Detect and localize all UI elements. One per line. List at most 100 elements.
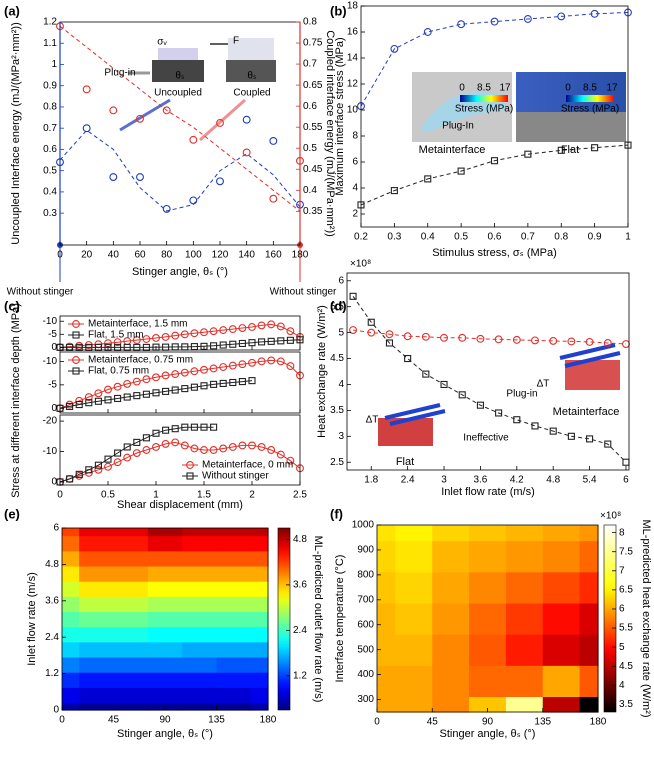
axis-multiplier: ×10⁸	[600, 511, 621, 522]
series-line	[59, 426, 214, 483]
data-point	[190, 329, 199, 338]
data-point	[132, 377, 141, 386]
annotation: Plug-In	[442, 121, 474, 132]
x-tick-label: 45	[427, 717, 439, 728]
data-point	[190, 383, 198, 391]
data-point	[490, 17, 499, 26]
y-tick-label: 1000	[352, 520, 375, 531]
data-point	[133, 392, 141, 400]
x-tick-label: 4.2	[510, 475, 524, 486]
data-point	[269, 136, 278, 145]
x-tick-label: 0.5	[454, 232, 468, 243]
heat-cell	[469, 540, 507, 573]
data-point	[257, 443, 266, 451]
heat-cell	[250, 656, 269, 673]
y-tick-label: 3.6	[293, 580, 307, 591]
data-point	[531, 422, 539, 430]
plot-frame	[59, 315, 301, 351]
y-tick-label: 3.6	[45, 595, 59, 606]
y-tick-label: 12	[347, 79, 359, 90]
block	[158, 48, 198, 60]
annotation: Without stinger	[7, 287, 74, 298]
y-tick-label: 0.55	[303, 122, 323, 133]
data-point	[590, 9, 599, 18]
annotation: θₛ	[247, 71, 257, 82]
data-point	[152, 334, 160, 342]
annotation: Coupled	[233, 88, 270, 99]
heat-cell	[469, 696, 507, 713]
y-tick-label: -20	[43, 416, 58, 427]
y-axis-label: Heat exchange rate (W/m²)	[316, 305, 328, 438]
plot-frame	[346, 272, 630, 471]
legend-label: Metainterface, 0.75 mm	[88, 355, 193, 366]
heat-cell	[182, 528, 218, 537]
heat-cell	[377, 665, 397, 698]
y-tick-label: 3.5	[330, 405, 344, 416]
heat-cell	[432, 665, 470, 698]
data-point	[257, 357, 266, 366]
heat-cell	[432, 525, 470, 542]
data-point	[171, 386, 179, 394]
heat-cell	[216, 528, 252, 537]
data-point	[162, 387, 170, 395]
data-point	[180, 441, 189, 450]
y-tick-label: 18	[347, 1, 359, 12]
heat-cell	[79, 626, 115, 643]
y-axis-label: Interface temperature (°C)	[334, 555, 346, 683]
heat-cell	[395, 602, 433, 635]
heat-cell	[113, 596, 149, 613]
data-point	[567, 337, 576, 346]
data-point	[276, 357, 285, 366]
annotation: 0	[565, 83, 571, 94]
annotation: ΔT	[366, 415, 379, 426]
y-tick-label: 0.45	[303, 164, 323, 175]
data-point	[549, 336, 558, 345]
x-tick-label: 0.9	[588, 232, 602, 243]
data-point	[228, 325, 237, 334]
block	[226, 60, 276, 82]
y-tick-label: 0	[51, 342, 57, 353]
axis-multiplier: ×10⁸	[350, 259, 371, 270]
heat-cell	[579, 634, 599, 666]
heat-cell	[250, 687, 269, 704]
data-point	[258, 338, 266, 346]
data-point	[248, 441, 256, 450]
y-tick-label: 16	[347, 27, 359, 38]
heat-cell	[147, 581, 183, 597]
data-point	[367, 328, 376, 337]
y-tick-label: 0.4	[43, 187, 57, 198]
heat-cell	[469, 571, 507, 604]
data-point	[423, 28, 432, 36]
y-tick-label: 0.65	[303, 80, 323, 91]
heat-cell	[182, 626, 218, 643]
data-point	[591, 144, 599, 152]
data-point	[424, 175, 432, 183]
series-line	[59, 441, 301, 483]
block	[378, 418, 433, 446]
series-line	[352, 296, 627, 463]
heat-cell	[579, 571, 599, 604]
data-point	[229, 340, 237, 348]
data-point	[567, 432, 575, 440]
x-axis-label: Inlet flow rate (m/s)	[441, 486, 535, 498]
heat-cell	[62, 641, 80, 658]
data-point	[276, 322, 285, 331]
data-point	[238, 378, 246, 386]
heat-cell	[250, 596, 269, 613]
data-point	[66, 402, 74, 410]
series-label: Flat	[561, 144, 579, 156]
y-tick-label: 0.8	[43, 102, 57, 113]
inset-top	[516, 72, 626, 112]
y-tick-label: 1.2	[43, 17, 57, 28]
annotation: ΔT	[537, 379, 550, 390]
heat-cell	[216, 641, 252, 658]
heat-cell	[505, 634, 544, 666]
x-tick-label: 4.8	[546, 475, 560, 486]
y-tick-label: 0.75	[303, 38, 323, 49]
y-tick-label: 0	[51, 403, 57, 414]
heat-cell	[395, 696, 433, 713]
mini-colorbar	[460, 95, 508, 102]
data-point	[200, 328, 208, 337]
series-label: Metainterface	[419, 144, 486, 156]
data-point	[219, 326, 228, 335]
